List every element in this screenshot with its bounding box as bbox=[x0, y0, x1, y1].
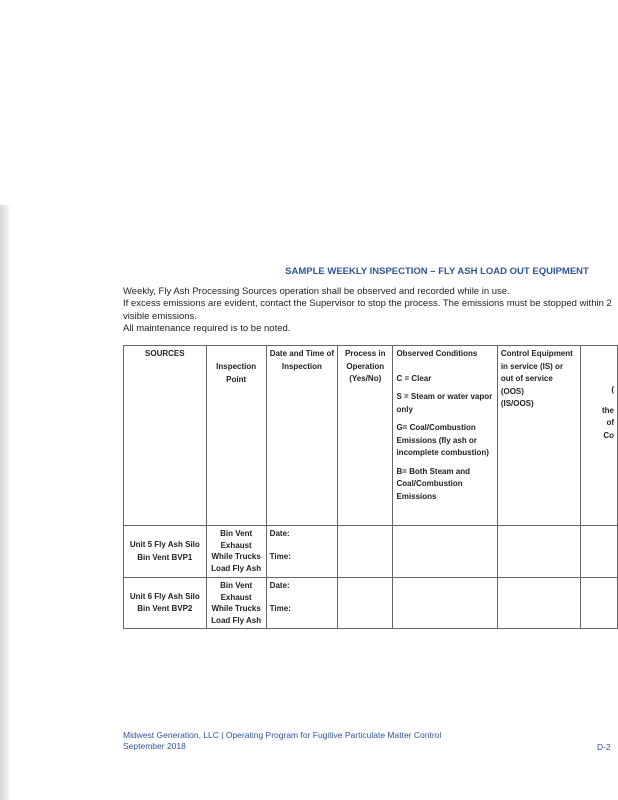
footer-line: Midwest Generation, LLC | Operating Prog… bbox=[123, 730, 442, 740]
header-text: Date and Time of Inspection bbox=[269, 349, 335, 371]
time-label: Time: bbox=[269, 551, 291, 561]
header-cell: SOURCES bbox=[123, 345, 207, 526]
page-number: D-2 bbox=[597, 742, 611, 752]
header-cell: Process in Operation (Yes/No) bbox=[337, 345, 394, 526]
header-cell: Date and Time of Inspection bbox=[265, 345, 339, 526]
data-row: Unit 5 Fly Ash Silo Bin Vent BVP1 Bin Ven… bbox=[123, 525, 618, 578]
header-text: Co bbox=[603, 430, 614, 440]
scan-edge bbox=[0, 205, 9, 800]
header-text: Control Equipment in service (IS) or out… bbox=[500, 349, 573, 396]
empty-cell bbox=[392, 577, 498, 629]
empty-cell bbox=[579, 525, 618, 578]
data-row: Unit 6 Fly Ash Silo Bin Vent BVP2 Bin Ven… bbox=[123, 577, 618, 629]
header-cell: Inspection Point bbox=[205, 345, 267, 526]
header-text: Observed Conditions bbox=[396, 349, 478, 358]
source: Unit 5 Fly Ash Silo Bin Vent BVP1 bbox=[129, 540, 200, 562]
date-label: Date: bbox=[269, 529, 290, 538]
header-text: SOURCES bbox=[145, 349, 185, 358]
inspection-point: Bin Vent Exhaust While Trucks Load Fly A… bbox=[211, 581, 262, 625]
point-cell: Bin Vent Exhaust While Trucks Load Fly A… bbox=[205, 525, 267, 578]
header-text: ( bbox=[611, 385, 614, 394]
source-cell: Unit 6 Fly Ash Silo Bin Vent BVP2 bbox=[123, 577, 207, 629]
time-label: Time: bbox=[269, 603, 291, 613]
header-cell: Observed Conditions C = Clear S = Steam or… bbox=[392, 345, 498, 526]
header-text: B= Both Steam and Coal/Combustion Emissi… bbox=[396, 466, 471, 501]
empty-cell bbox=[579, 577, 618, 629]
intro-line: If excess emissions are evident, contact… bbox=[123, 298, 612, 310]
inspection-table: SOURCES Inspection Point Date and Time of … bbox=[123, 345, 618, 629]
header-text: of bbox=[606, 418, 614, 427]
title: SAMPLE WEEKLY INSPECTION – FLY ASH LOAD … bbox=[285, 266, 589, 277]
header-text: G= Coal/Combustion Emissions (fly ash or… bbox=[396, 423, 489, 457]
footer-date: September 2018 bbox=[123, 741, 186, 751]
source-cell: Unit 5 Fly Ash Silo Bin Vent BVP1 bbox=[123, 525, 207, 578]
header-cell: ( the of Co bbox=[579, 345, 618, 526]
date-cell: Date: Time: bbox=[265, 577, 339, 629]
inspection-point: Bin Vent Exhaust While Trucks Load Fly A… bbox=[211, 529, 262, 573]
empty-cell bbox=[337, 577, 394, 629]
header-text: the bbox=[602, 405, 614, 415]
date-label: Date: bbox=[269, 581, 290, 590]
empty-cell bbox=[496, 525, 581, 578]
header-row: SOURCES Inspection Point Date and Time of … bbox=[123, 345, 618, 526]
header-cell: Control Equipment in service (IS) or out… bbox=[496, 345, 581, 526]
intro-line: visible emissions. bbox=[123, 310, 197, 322]
header-text: Inspection Point bbox=[216, 362, 257, 384]
intro: Weekly, Fly Ash Processing Sources opera… bbox=[123, 286, 618, 335]
header-text: S = Steam or water vapor only bbox=[396, 392, 493, 414]
point-cell: Bin Vent Exhaust While Trucks Load Fly A… bbox=[205, 577, 267, 629]
source: Unit 6 Fly Ash Silo Bin Vent BVP2 bbox=[129, 591, 200, 614]
intro-line: Weekly, Fly Ash Processing Sources opera… bbox=[123, 286, 510, 297]
header-text: Process in Operation (Yes/No) bbox=[345, 349, 386, 383]
date-cell: Date: Time: bbox=[265, 525, 339, 578]
header-text: (IS/OOS) bbox=[500, 399, 534, 408]
empty-cell bbox=[392, 525, 498, 578]
empty-cell bbox=[337, 525, 394, 578]
empty-cell bbox=[496, 577, 581, 629]
intro-line: All maintenance required is to be noted. bbox=[123, 322, 291, 334]
header-text: C = Clear bbox=[396, 373, 432, 383]
